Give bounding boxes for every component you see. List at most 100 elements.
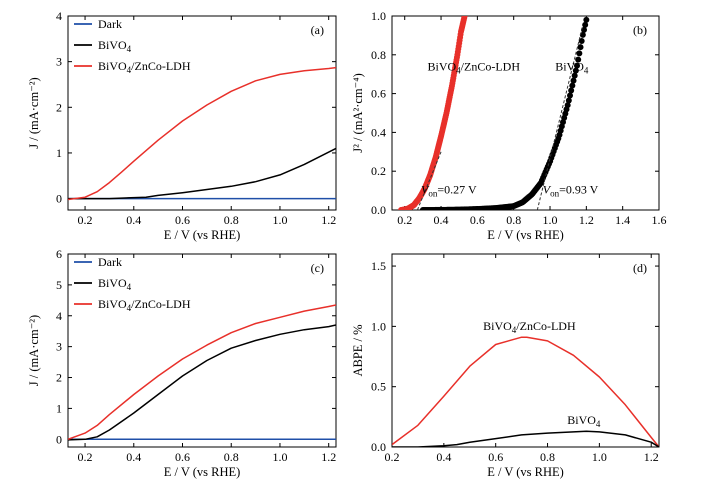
data-layer [68,304,336,441]
series-bivo4-point [570,77,577,84]
x-tick-label: 1.2 [579,213,594,227]
x-tick-label: 1.0 [272,450,287,464]
x-tick-label: 1.2 [644,450,659,464]
x-axis-label: E / V (vs RHE) [487,465,564,479]
plot-frame [391,15,660,211]
y-tick-label: 0 [56,432,62,446]
y-tick-label: 2 [56,371,62,385]
onset-annotation: Von=0.27 V [421,183,477,199]
series-ldh-line [68,304,336,441]
x-tick-label: 0.8 [540,450,555,464]
series-bivo4-line [392,430,659,447]
y-tick-label: 1 [56,146,62,160]
y-tick-label: 5 [56,278,62,292]
x-tick-label: 0.6 [175,213,190,227]
series-bivo4-line [68,147,336,200]
series-bivo4-point [569,82,576,89]
y-tick-label: 0.5 [371,380,386,394]
x-tick-label: 0.6 [470,213,485,227]
series-bivo4-point [582,21,589,28]
legend-entry: Dark [98,17,122,31]
legend-entry: BiVO4/ZnCo-LDH [98,59,191,75]
y-tick-label: 0.0 [371,203,386,217]
series-ldh-point [461,16,468,19]
onset-tangent-line [416,151,442,210]
y-tick-label: 0 [56,192,62,206]
x-axis-label: E / V (vs RHE) [164,228,241,242]
series-bivo4-point [578,37,585,44]
panel-label: (d) [633,261,647,275]
x-axis-label: E / V (vs RHE) [164,465,241,479]
onset-tangent-line [536,25,584,210]
curve-label: BiVO4 [555,59,589,75]
x-tick-label: 0.2 [78,450,93,464]
series-bivo4-point [565,97,572,104]
plot-frame [67,15,337,211]
x-tick-label: 1.4 [615,213,630,227]
legend-entry: Dark [98,255,122,269]
x-tick-label: 0.8 [506,213,521,227]
x-tick-label: 0.6 [488,450,503,464]
curve-label: BiVO4/ZnCo-LDH [427,59,520,75]
x-tick-label: 1.2 [321,450,336,464]
y-axis-label: J / (mA·cm⁻²) [27,315,41,386]
series-bivo4-point [576,50,583,57]
series-bivo4-point [574,62,581,69]
x-tick-label: 1.0 [272,213,287,227]
series-bivo4-point [575,56,582,63]
y-tick-label: 0.8 [371,48,386,62]
series-bivo4-point [572,67,579,74]
x-axis-label: E / V (vs RHE) [487,228,564,242]
x-tick-label: 0.2 [397,213,412,227]
x-tick-label: 0.4 [436,450,451,464]
x-tick-label: 0.6 [175,450,190,464]
y-tick-label: 0.0 [371,440,386,454]
y-tick-label: 3 [56,340,62,354]
curve-label: BiVO4 [567,413,601,429]
y-tick-label: 0.2 [371,164,386,178]
x-tick-label: 0.2 [385,450,400,464]
series-bivo4-point [568,87,575,94]
y-tick-label: 6 [56,247,62,261]
panel-label: (c) [311,261,324,275]
onset-annotation: Von=0.93 V [543,183,599,199]
legend-entry: BiVO4/ZnCo-LDH [98,297,191,313]
y-tick-label: 2 [56,100,62,114]
data-layer [398,16,590,210]
series-bivo4-point [577,44,584,51]
data-layer [68,66,336,201]
y-tick-label: 1.0 [371,9,386,23]
legend-entry: BiVO4 [98,276,132,292]
x-tick-label: 0.4 [434,213,449,227]
panel-a: 0.2 0.4 0.6 0.8 1.0 1.2 0 1 2 3 4 E / V (vs RHE) J /… [27,9,337,242]
plot-frame [67,253,337,448]
panel-d: 0.2 0.4 0.6 0.8 1.0 1.2 0.0 0.5 1.0 1.5 E / V (vs … [351,253,660,479]
y-tick-label: 1.5 [371,259,386,273]
panel-label: (b) [633,23,647,37]
y-tick-label: 3 [56,55,62,69]
series-bivo4-point [571,72,578,79]
y-tick-label: 1 [56,401,62,415]
x-tick-label: 0.4 [126,213,141,227]
y-tick-label: 1.0 [371,319,386,333]
series-ldh-line [68,66,336,201]
data-layer [392,336,659,447]
y-axis-label: ABPE / % [351,324,365,376]
y-axis-label: J / (mA·cm⁻²) [27,77,41,148]
x-tick-label: 1.0 [543,213,558,227]
panel-b: 0.2 0.4 0.6 0.8 1.0 1.2 1.4 1.6 0.0 0.2 0.4 0.6 0.8 1… [351,9,667,242]
panel-label: (a) [311,23,324,37]
series-bivo4-point [564,102,571,109]
y-tick-label: 4 [56,309,62,323]
series-bivo4-point [567,92,573,99]
y-tick-label: 4 [56,9,62,23]
y-tick-label: 0.6 [371,87,386,101]
series-bivo4-line [68,324,336,441]
series-bivo4-point [583,16,590,23]
x-tick-label: 1.2 [321,213,336,227]
y-axis-label: J² / (mA²·cm⁻⁴) [351,73,365,153]
panel-c: 0.2 0.4 0.6 0.8 1.0 1.2 0 1 2 3 4 5 6 E / V (vs RHE) J… [27,247,337,479]
x-tick-label: 1.0 [592,450,607,464]
legend-entry: BiVO4 [98,38,132,54]
